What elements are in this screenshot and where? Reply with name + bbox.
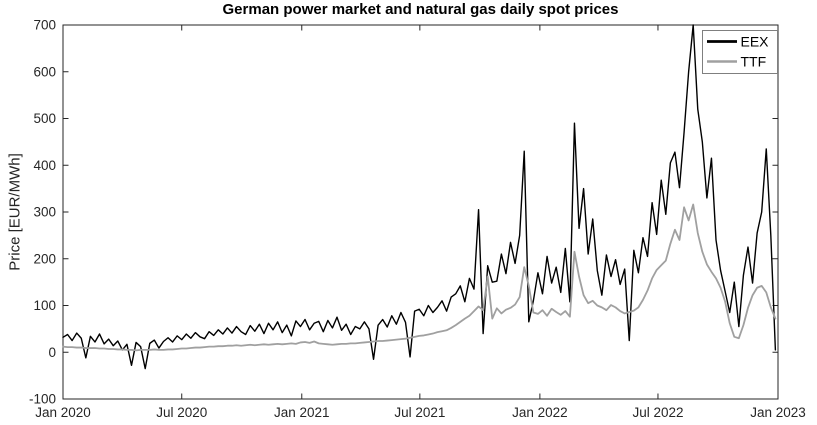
legend-box bbox=[702, 30, 778, 74]
x-tick-label: Jul 2020 bbox=[156, 405, 207, 420]
x-tick-label: Jan 2021 bbox=[274, 405, 330, 420]
legend-ttf-label: TTF bbox=[741, 54, 767, 70]
chart-title: German power market and natural gas dail… bbox=[222, 1, 619, 18]
y-tick-label: 300 bbox=[33, 205, 56, 220]
x-tick-label: Jan 2020 bbox=[35, 405, 91, 420]
y-tick-label: -100 bbox=[29, 392, 56, 407]
y-tick-label: 200 bbox=[33, 251, 56, 266]
y-tick-label: 500 bbox=[33, 111, 56, 126]
axes-box bbox=[62, 24, 779, 400]
x-tick-label: Jan 2022 bbox=[512, 405, 568, 420]
ttf-line bbox=[62, 203, 777, 352]
x-tick-label: Jul 2022 bbox=[632, 405, 683, 420]
y-tick-label: 100 bbox=[33, 298, 56, 313]
eex-line bbox=[62, 24, 777, 370]
legend-eex-label: EEX bbox=[741, 34, 770, 50]
y-tick-label: 700 bbox=[33, 18, 56, 33]
x-tick-label: Jul 2021 bbox=[394, 405, 445, 420]
y-tick-label: 600 bbox=[33, 64, 56, 79]
y-tick-label: 400 bbox=[33, 158, 56, 173]
y-tick-label: 0 bbox=[48, 345, 56, 360]
x-tick-label: Jan 2023 bbox=[750, 405, 806, 420]
